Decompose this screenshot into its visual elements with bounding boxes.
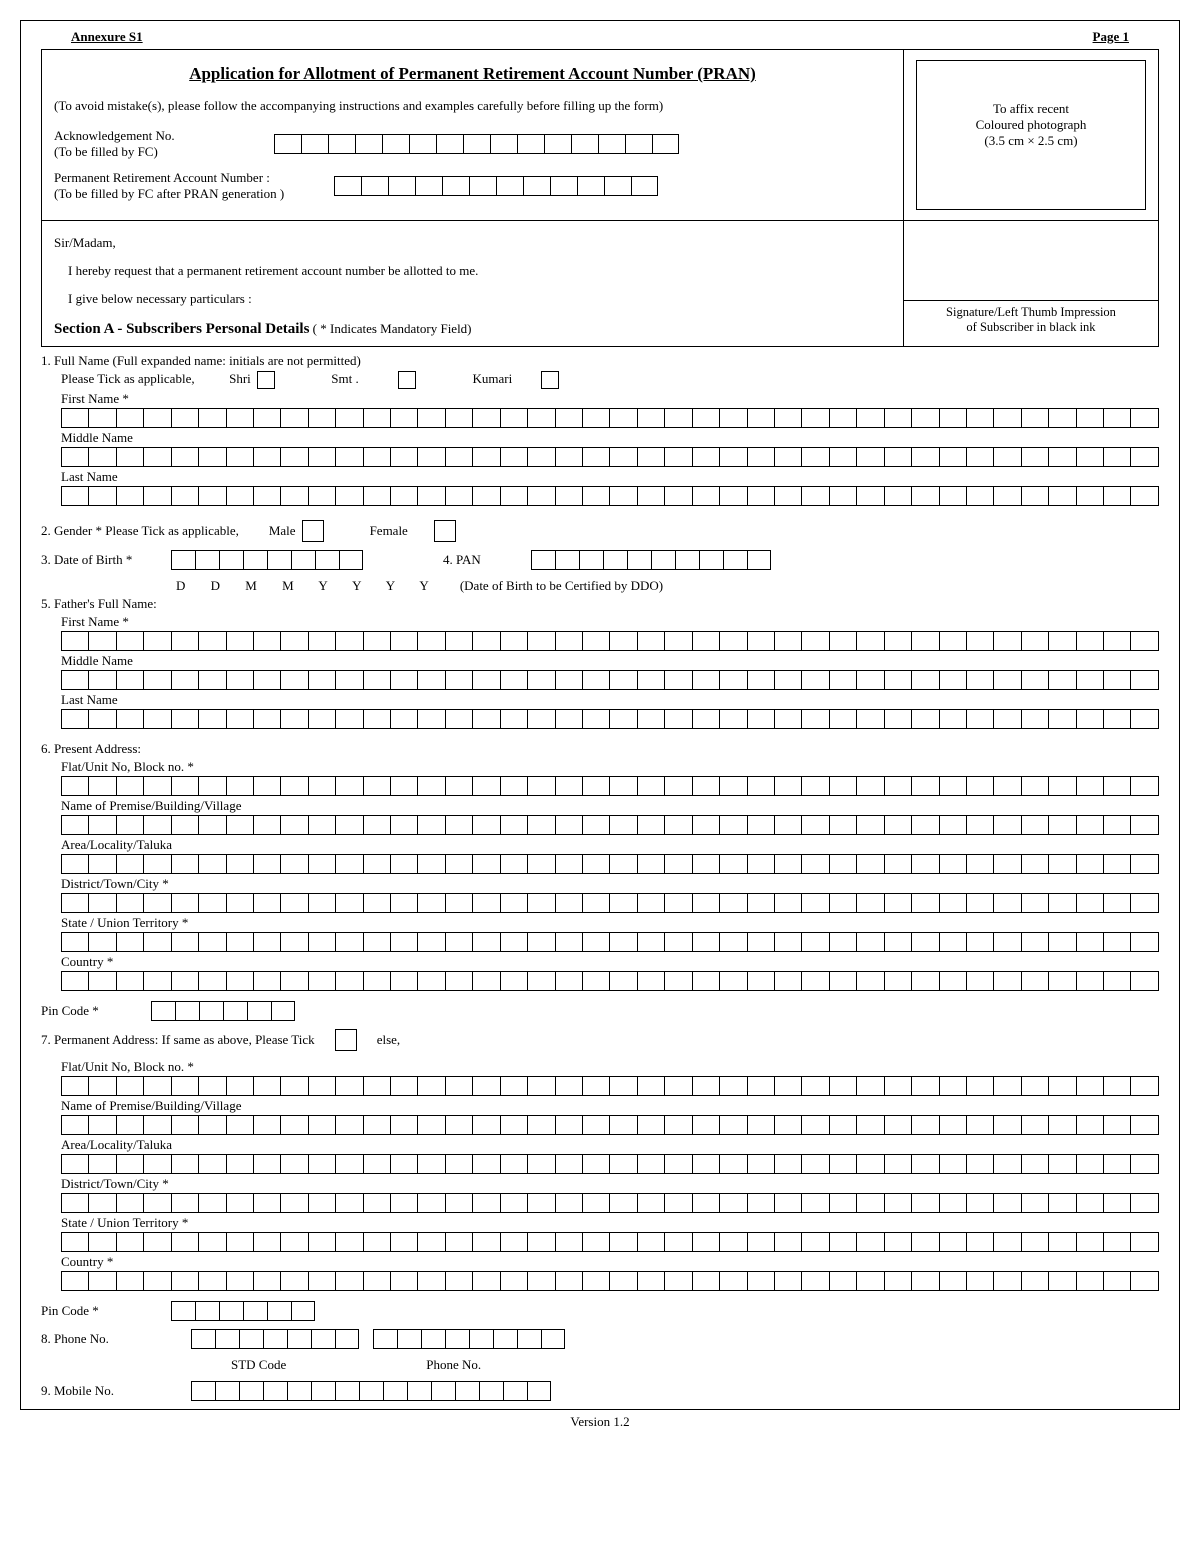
pran-row: Permanent Retirement Account Number : (T… bbox=[54, 170, 891, 202]
form-instruction: (To avoid mistake(s), please follow the … bbox=[54, 98, 891, 114]
kumari-checkbox[interactable] bbox=[541, 371, 559, 389]
request-line: I hereby request that a permanent retire… bbox=[68, 263, 891, 279]
mid-block: Sir/Madam, I hereby request that a perma… bbox=[41, 221, 1159, 347]
q6-area-cells[interactable] bbox=[61, 854, 1159, 874]
header-left: Application for Allotment of Permanent R… bbox=[42, 50, 904, 220]
q6-flat: Flat/Unit No, Block no. * bbox=[61, 759, 1159, 775]
q2-row: 2. Gender * Please Tick as applicable, M… bbox=[41, 520, 1159, 542]
ack-cells[interactable] bbox=[274, 134, 679, 154]
signature-area[interactable] bbox=[904, 221, 1158, 301]
signature-box: Signature/Left Thumb Impression of Subsc… bbox=[904, 221, 1158, 346]
dob-letters: D D M M Y Y Y Y bbox=[176, 578, 440, 594]
q6-district: District/Town/City * bbox=[61, 876, 1159, 892]
particulars-line: I give below necessary particulars : bbox=[68, 291, 891, 307]
q7-area-cells[interactable] bbox=[61, 1154, 1159, 1174]
q6-flat-cells[interactable] bbox=[61, 776, 1159, 796]
q1-first-cells[interactable] bbox=[61, 408, 1159, 428]
q7-premise-cells[interactable] bbox=[61, 1115, 1159, 1135]
q5-first-label: First Name * bbox=[61, 614, 1159, 630]
q1-tick-row: Please Tick as applicable, Shri Smt . Ku… bbox=[61, 371, 1159, 389]
female-checkbox[interactable] bbox=[434, 520, 456, 542]
male-checkbox[interactable] bbox=[302, 520, 324, 542]
form-title: Application for Allotment of Permanent R… bbox=[54, 64, 891, 84]
q1-title: 1. Full Name (Full expanded name: initia… bbox=[41, 353, 1159, 369]
pran-label: Permanent Retirement Account Number : (T… bbox=[54, 170, 334, 202]
q7-pin-row: Pin Code * bbox=[41, 1301, 1159, 1321]
version-label: Version 1.2 bbox=[20, 1414, 1180, 1430]
q7-state: State / Union Territory * bbox=[61, 1215, 1159, 1231]
phone-cells[interactable] bbox=[373, 1329, 565, 1349]
q6-district-cells[interactable] bbox=[61, 893, 1159, 913]
q7-title-row: 7. Permanent Address: If same as above, … bbox=[41, 1029, 1159, 1051]
q6-premise: Name of Premise/Building/Village bbox=[61, 798, 1159, 814]
q6-premise-cells[interactable] bbox=[61, 815, 1159, 835]
top-header: Annexure S1 Page 1 bbox=[41, 29, 1159, 45]
pran-cells[interactable] bbox=[334, 176, 658, 196]
ack-row: Acknowledgement No. (To be filled by FC) bbox=[54, 128, 891, 160]
smt-checkbox[interactable] bbox=[398, 371, 416, 389]
q1-middle-label: Middle Name bbox=[61, 430, 1159, 446]
ack-label: Acknowledgement No. (To be filled by FC) bbox=[54, 128, 274, 160]
photo-box: To affix recent Coloured photograph (3.5… bbox=[916, 60, 1146, 210]
q7-district-cells[interactable] bbox=[61, 1193, 1159, 1213]
q7-area: Area/Locality/Taluka bbox=[61, 1137, 1159, 1153]
q5-middle-label: Middle Name bbox=[61, 653, 1159, 669]
same-address-checkbox[interactable] bbox=[335, 1029, 357, 1051]
q6-pin-cells[interactable] bbox=[151, 1001, 295, 1021]
q5-last-label: Last Name bbox=[61, 692, 1159, 708]
q7-flat-cells[interactable] bbox=[61, 1076, 1159, 1096]
pan-cells[interactable] bbox=[531, 550, 771, 570]
q3-row: 3. Date of Birth * 4. PAN bbox=[41, 550, 1159, 570]
q1-first-label: First Name * bbox=[61, 391, 1159, 407]
salutation: Sir/Madam, bbox=[54, 235, 891, 251]
q9-row: 9. Mobile No. bbox=[41, 1381, 1159, 1401]
photo-line2: Coloured photograph bbox=[927, 117, 1135, 133]
q7-state-cells[interactable] bbox=[61, 1232, 1159, 1252]
q6-title: 6. Present Address: bbox=[41, 741, 1159, 757]
section-a-title: Section A - Subscribers Personal Details… bbox=[54, 321, 891, 338]
page-number: Page 1 bbox=[1093, 29, 1129, 45]
dob-cells[interactable] bbox=[171, 550, 363, 570]
q1-last-label: Last Name bbox=[61, 469, 1159, 485]
photo-line3: (3.5 cm × 2.5 cm) bbox=[927, 133, 1135, 149]
q5-title: 5. Father's Full Name: bbox=[41, 596, 1159, 612]
q6-state: State / Union Territory * bbox=[61, 915, 1159, 931]
header-box: Application for Allotment of Permanent R… bbox=[41, 49, 1159, 221]
q7-country: Country * bbox=[61, 1254, 1159, 1270]
q1-middle-cells[interactable] bbox=[61, 447, 1159, 467]
photo-line1: To affix recent bbox=[927, 101, 1135, 117]
form-page: Annexure S1 Page 1 Application for Allot… bbox=[20, 20, 1180, 1410]
dob-letters-row: D D M M Y Y Y Y (Date of Birth to be Cer… bbox=[176, 578, 1159, 594]
q7-flat: Flat/Unit No, Block no. * bbox=[61, 1059, 1159, 1075]
mid-left: Sir/Madam, I hereby request that a perma… bbox=[42, 221, 904, 346]
q1-last-cells[interactable] bbox=[61, 486, 1159, 506]
mobile-cells[interactable] bbox=[191, 1381, 551, 1401]
q6-country: Country * bbox=[61, 954, 1159, 970]
q6-country-cells[interactable] bbox=[61, 971, 1159, 991]
std-cells[interactable] bbox=[191, 1329, 359, 1349]
q6-pin-row: Pin Code * bbox=[41, 1001, 1159, 1021]
q7-premise: Name of Premise/Building/Village bbox=[61, 1098, 1159, 1114]
q5-first-cells[interactable] bbox=[61, 631, 1159, 651]
q8-row: 8. Phone No. bbox=[41, 1329, 1159, 1349]
q8-sublabels: STD Code Phone No. bbox=[231, 1357, 1159, 1373]
annexure-label: Annexure S1 bbox=[71, 29, 143, 45]
q7-district: District/Town/City * bbox=[61, 1176, 1159, 1192]
shri-checkbox[interactable] bbox=[257, 371, 275, 389]
signature-label: Signature/Left Thumb Impression of Subsc… bbox=[904, 301, 1158, 339]
q5-last-cells[interactable] bbox=[61, 709, 1159, 729]
q5-middle-cells[interactable] bbox=[61, 670, 1159, 690]
q6-area: Area/Locality/Taluka bbox=[61, 837, 1159, 853]
form-body: 1. Full Name (Full expanded name: initia… bbox=[41, 347, 1159, 1401]
q6-state-cells[interactable] bbox=[61, 932, 1159, 952]
q7-pin-cells[interactable] bbox=[171, 1301, 315, 1321]
q7-country-cells[interactable] bbox=[61, 1271, 1159, 1291]
